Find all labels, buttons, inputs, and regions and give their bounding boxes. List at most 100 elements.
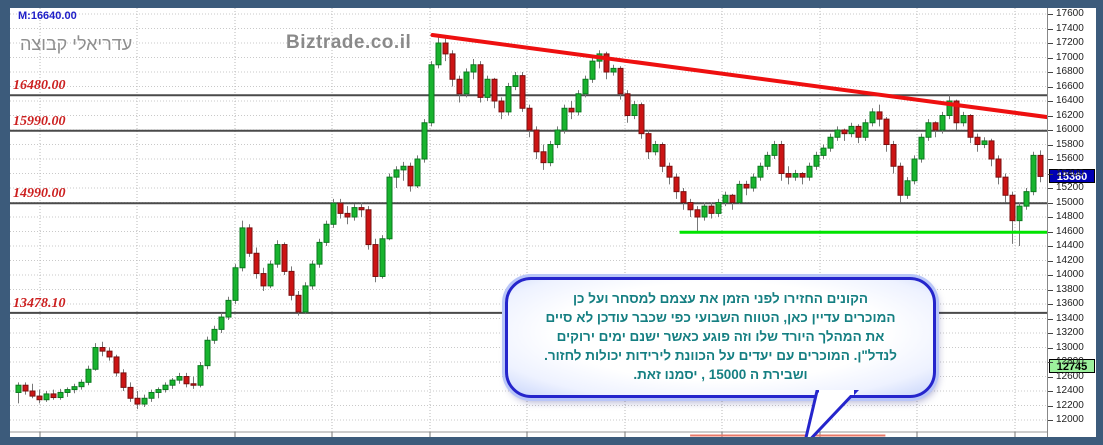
candle-body [435,42,442,66]
candle-body [85,368,92,383]
candle-body [778,144,785,175]
candle-body [1023,191,1030,207]
chart-plot-area[interactable]: M:16640.00 עדריאלי קבוצה Biztrade.co.il … [10,8,1047,437]
candle-body [939,115,946,131]
candle-body [561,107,568,131]
candle-body [855,125,862,138]
candle-body [834,129,841,138]
candle-body [484,78,491,98]
candle-body [911,158,918,182]
annotation-text-line: הקונים החזירו לפני הזמן את עצמם למסחר וע… [572,291,869,306]
candle-body [295,294,302,313]
candle-body [589,60,596,80]
candle-body [827,136,834,149]
candle-body [582,78,589,95]
candle-body [533,129,540,153]
candle-body [771,144,778,156]
candle-body [505,86,512,113]
candle-body [113,356,120,374]
candle-body [120,372,127,388]
candle-body [722,194,729,204]
axis-tick-label: 16000 [1056,124,1084,136]
candle-body [540,151,547,164]
candle-body [57,391,64,399]
candle-body [225,299,232,318]
candle-body [974,136,981,146]
axis-tick-label: 13600 [1056,298,1084,310]
candle-body [22,384,29,392]
candle-body [547,144,554,164]
candle-body [876,111,883,120]
axis-tick-label: 13800 [1056,283,1084,295]
candle-body [428,64,435,124]
candle-body [183,376,190,385]
axis-tick-label: 12600 [1056,370,1084,382]
candle-body [449,53,456,80]
axis-tick [1048,246,1053,248]
candle-body [106,350,113,358]
candle-body [652,144,659,153]
candle-body [64,389,71,393]
price-level-label: 15990.00 [13,113,66,129]
candle-body [330,202,337,225]
axis-tick-label: 14200 [1056,254,1084,266]
candle-body [15,384,22,393]
candle-body [344,212,351,218]
candle-body [862,122,869,138]
candle-body [1009,194,1016,222]
candle-body [302,285,309,313]
candlestick-chart[interactable] [10,8,1047,437]
candle-body [477,64,484,98]
candle-body [498,100,505,113]
candle-body [253,252,260,275]
candle-body [337,202,344,214]
candle-body [141,397,148,405]
candle-body [764,154,771,167]
axis-tick [1048,144,1053,146]
candle-body [988,140,995,160]
candle-body [967,115,974,138]
axis-tick-label: 17600 [1056,8,1084,20]
candle-body [470,64,477,73]
candle-body [1030,154,1037,193]
trendline [430,33,1047,120]
axis-tick [1048,72,1053,74]
candle-body [92,347,99,370]
group-title-label: עדריאלי קבוצה [20,34,133,54]
candle-body [407,165,414,187]
axis-tick [1048,101,1053,103]
candle-body [260,273,267,287]
axis-tick-label: 15200 [1056,182,1084,194]
candle-body [148,391,155,399]
candle-body [617,67,624,95]
candle-body [421,122,428,160]
candle-body [316,241,323,265]
candle-body [456,78,463,95]
axis-tick [1048,260,1053,262]
axis-tick-label: 17400 [1056,22,1084,34]
price-axis[interactable]: 15360 12745 17600 17400 17200 17000 16800 166… [1047,8,1096,437]
candle-body [232,267,239,301]
axis-tick [1048,333,1053,335]
axis-tick [1048,347,1053,349]
axis-tick-label: 12800 [1056,356,1084,368]
candle-body [659,144,666,167]
axis-tick-label: 15800 [1056,138,1084,150]
candle-body [526,107,533,131]
annotation-text-line: את המהלך היורד שלו וזה פוגע כאשר ישנם ימ… [556,329,885,344]
current-price-tag: 15360 [1049,169,1095,184]
candle-body [36,395,43,401]
axis-tick [1048,188,1053,190]
axis-tick-label: 17200 [1056,37,1084,49]
axis-tick-label: 12200 [1056,399,1084,411]
axis-tick [1048,202,1053,204]
candle-body [631,104,638,117]
axis-tick-label: 14400 [1056,240,1084,252]
annotation-bubble-tail [804,390,860,437]
price-level-label: 14990.00 [13,186,66,202]
candle-body [379,238,386,277]
axis-tick [1048,57,1053,59]
axis-tick [1048,115,1053,117]
candle-body [218,316,225,330]
